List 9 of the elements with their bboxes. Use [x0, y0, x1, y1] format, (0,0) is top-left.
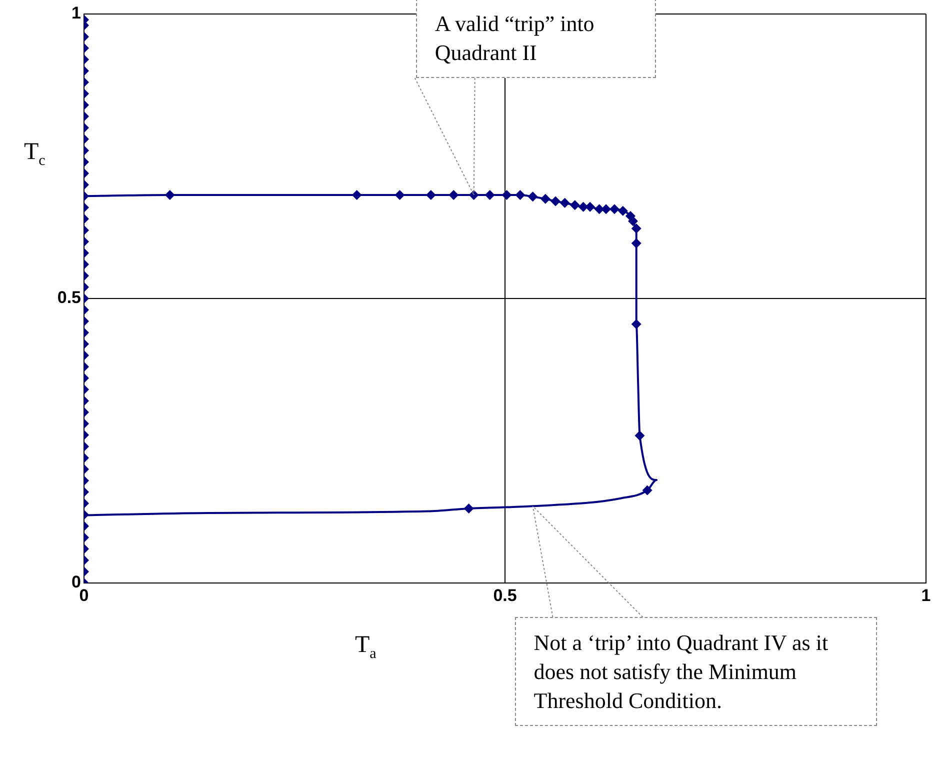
- x-axis-title: T$_{a}$: [355, 632, 376, 662]
- y-tick-label: 1: [72, 4, 81, 23]
- callout-box: A valid “trip” into Quadrant II: [416, 0, 656, 78]
- y-tick-label: 0.5: [57, 288, 81, 308]
- y-axis-title: T$_{c}$: [24, 139, 46, 169]
- y-tick-label: 0: [72, 572, 81, 592]
- x-tick-label: 1: [921, 586, 931, 605]
- x-tick-label: 0.5: [493, 586, 517, 605]
- callout-box: Not a ‘trip’ into Quadrant IV as it does not satisfy the Minimum Threshold Condition.: [514, 617, 877, 726]
